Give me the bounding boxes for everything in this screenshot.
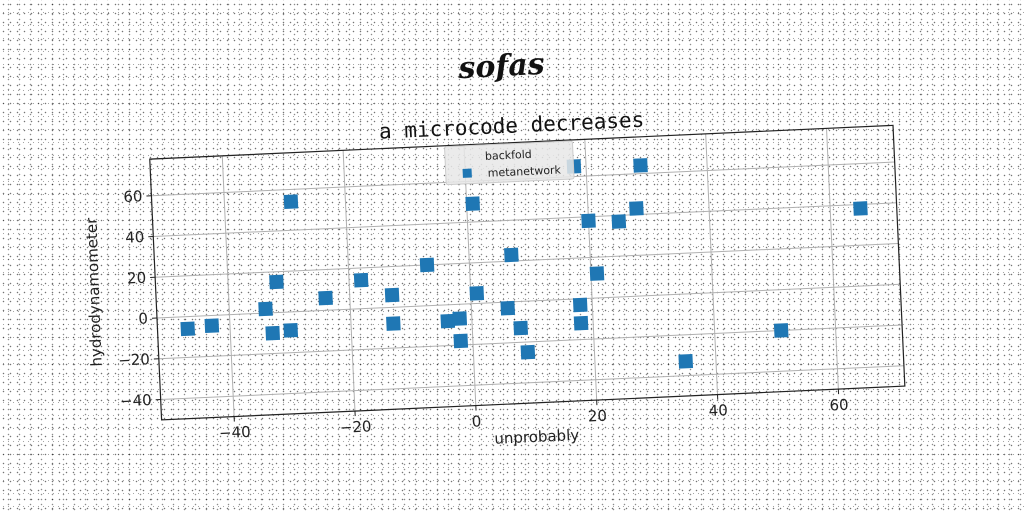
data-point (283, 322, 299, 338)
x-tick-label: 60 (829, 396, 849, 415)
data-point (386, 316, 401, 331)
legend-label-backfold: backfold (485, 148, 532, 163)
data-point (204, 318, 220, 334)
y-tick-label: −20 (118, 350, 150, 369)
axis-ticks: −40 −20 0 20 40 60 −40 −20 0 20 40 60 (118, 187, 849, 442)
x-tick-label: 40 (708, 401, 728, 420)
data-point (419, 257, 435, 273)
y-tick-label: −40 (120, 391, 152, 410)
legend: backfold metanetwork (444, 140, 575, 186)
x-axis-label: unprobably (494, 426, 580, 448)
y-tick-label: 60 (123, 187, 143, 206)
data-point (678, 354, 694, 369)
x-tick-label: 0 (471, 412, 481, 430)
y-axis-label: hydrodynamometer (82, 217, 105, 367)
data-point (269, 274, 284, 290)
data-point (318, 290, 333, 306)
x-tick-label: −20 (339, 417, 371, 436)
y-grid-line (156, 283, 901, 319)
data-point (440, 313, 456, 329)
x-grid-line (463, 144, 477, 406)
data-point (258, 301, 273, 317)
plot-frame (149, 124, 906, 421)
data-point (504, 247, 519, 263)
data-point (353, 272, 369, 288)
data-point (469, 285, 485, 301)
data-point (589, 266, 605, 281)
x-grid-line (826, 128, 839, 390)
data-point (581, 213, 596, 229)
data-point (629, 201, 644, 216)
data-point (513, 320, 529, 336)
y-grid-line (160, 365, 904, 400)
legend-label-metanetwork: metanetwork (487, 163, 561, 179)
data-point (453, 333, 469, 349)
data-point (452, 311, 468, 326)
data-point (773, 323, 789, 338)
y-grid-line (155, 243, 899, 278)
x-grid-line (705, 133, 719, 395)
data-point (853, 201, 868, 216)
x-tick-label: 20 (587, 407, 607, 426)
y-tick-label: 0 (138, 309, 148, 327)
data-point (520, 344, 536, 360)
x-grid-line (342, 150, 356, 412)
y-tick-label: 20 (127, 269, 147, 288)
x-grid-line (221, 155, 235, 417)
data-points (180, 158, 868, 369)
data-point (572, 297, 588, 313)
data-point (465, 196, 481, 211)
data-point (265, 325, 281, 341)
y-grid-line (153, 202, 897, 238)
data-point (573, 315, 589, 331)
y-tick-label: 40 (125, 228, 145, 247)
data-point (500, 300, 516, 316)
grid-lines (151, 128, 904, 417)
data-point (283, 194, 299, 210)
data-point (611, 214, 627, 229)
data-point (180, 321, 196, 337)
x-tick-label: −40 (219, 423, 251, 442)
chart-title: sofas (457, 47, 546, 87)
legend-box (444, 140, 575, 186)
data-point (633, 158, 648, 173)
data-point (384, 287, 400, 303)
legend-marker-metanetwork (462, 168, 472, 178)
